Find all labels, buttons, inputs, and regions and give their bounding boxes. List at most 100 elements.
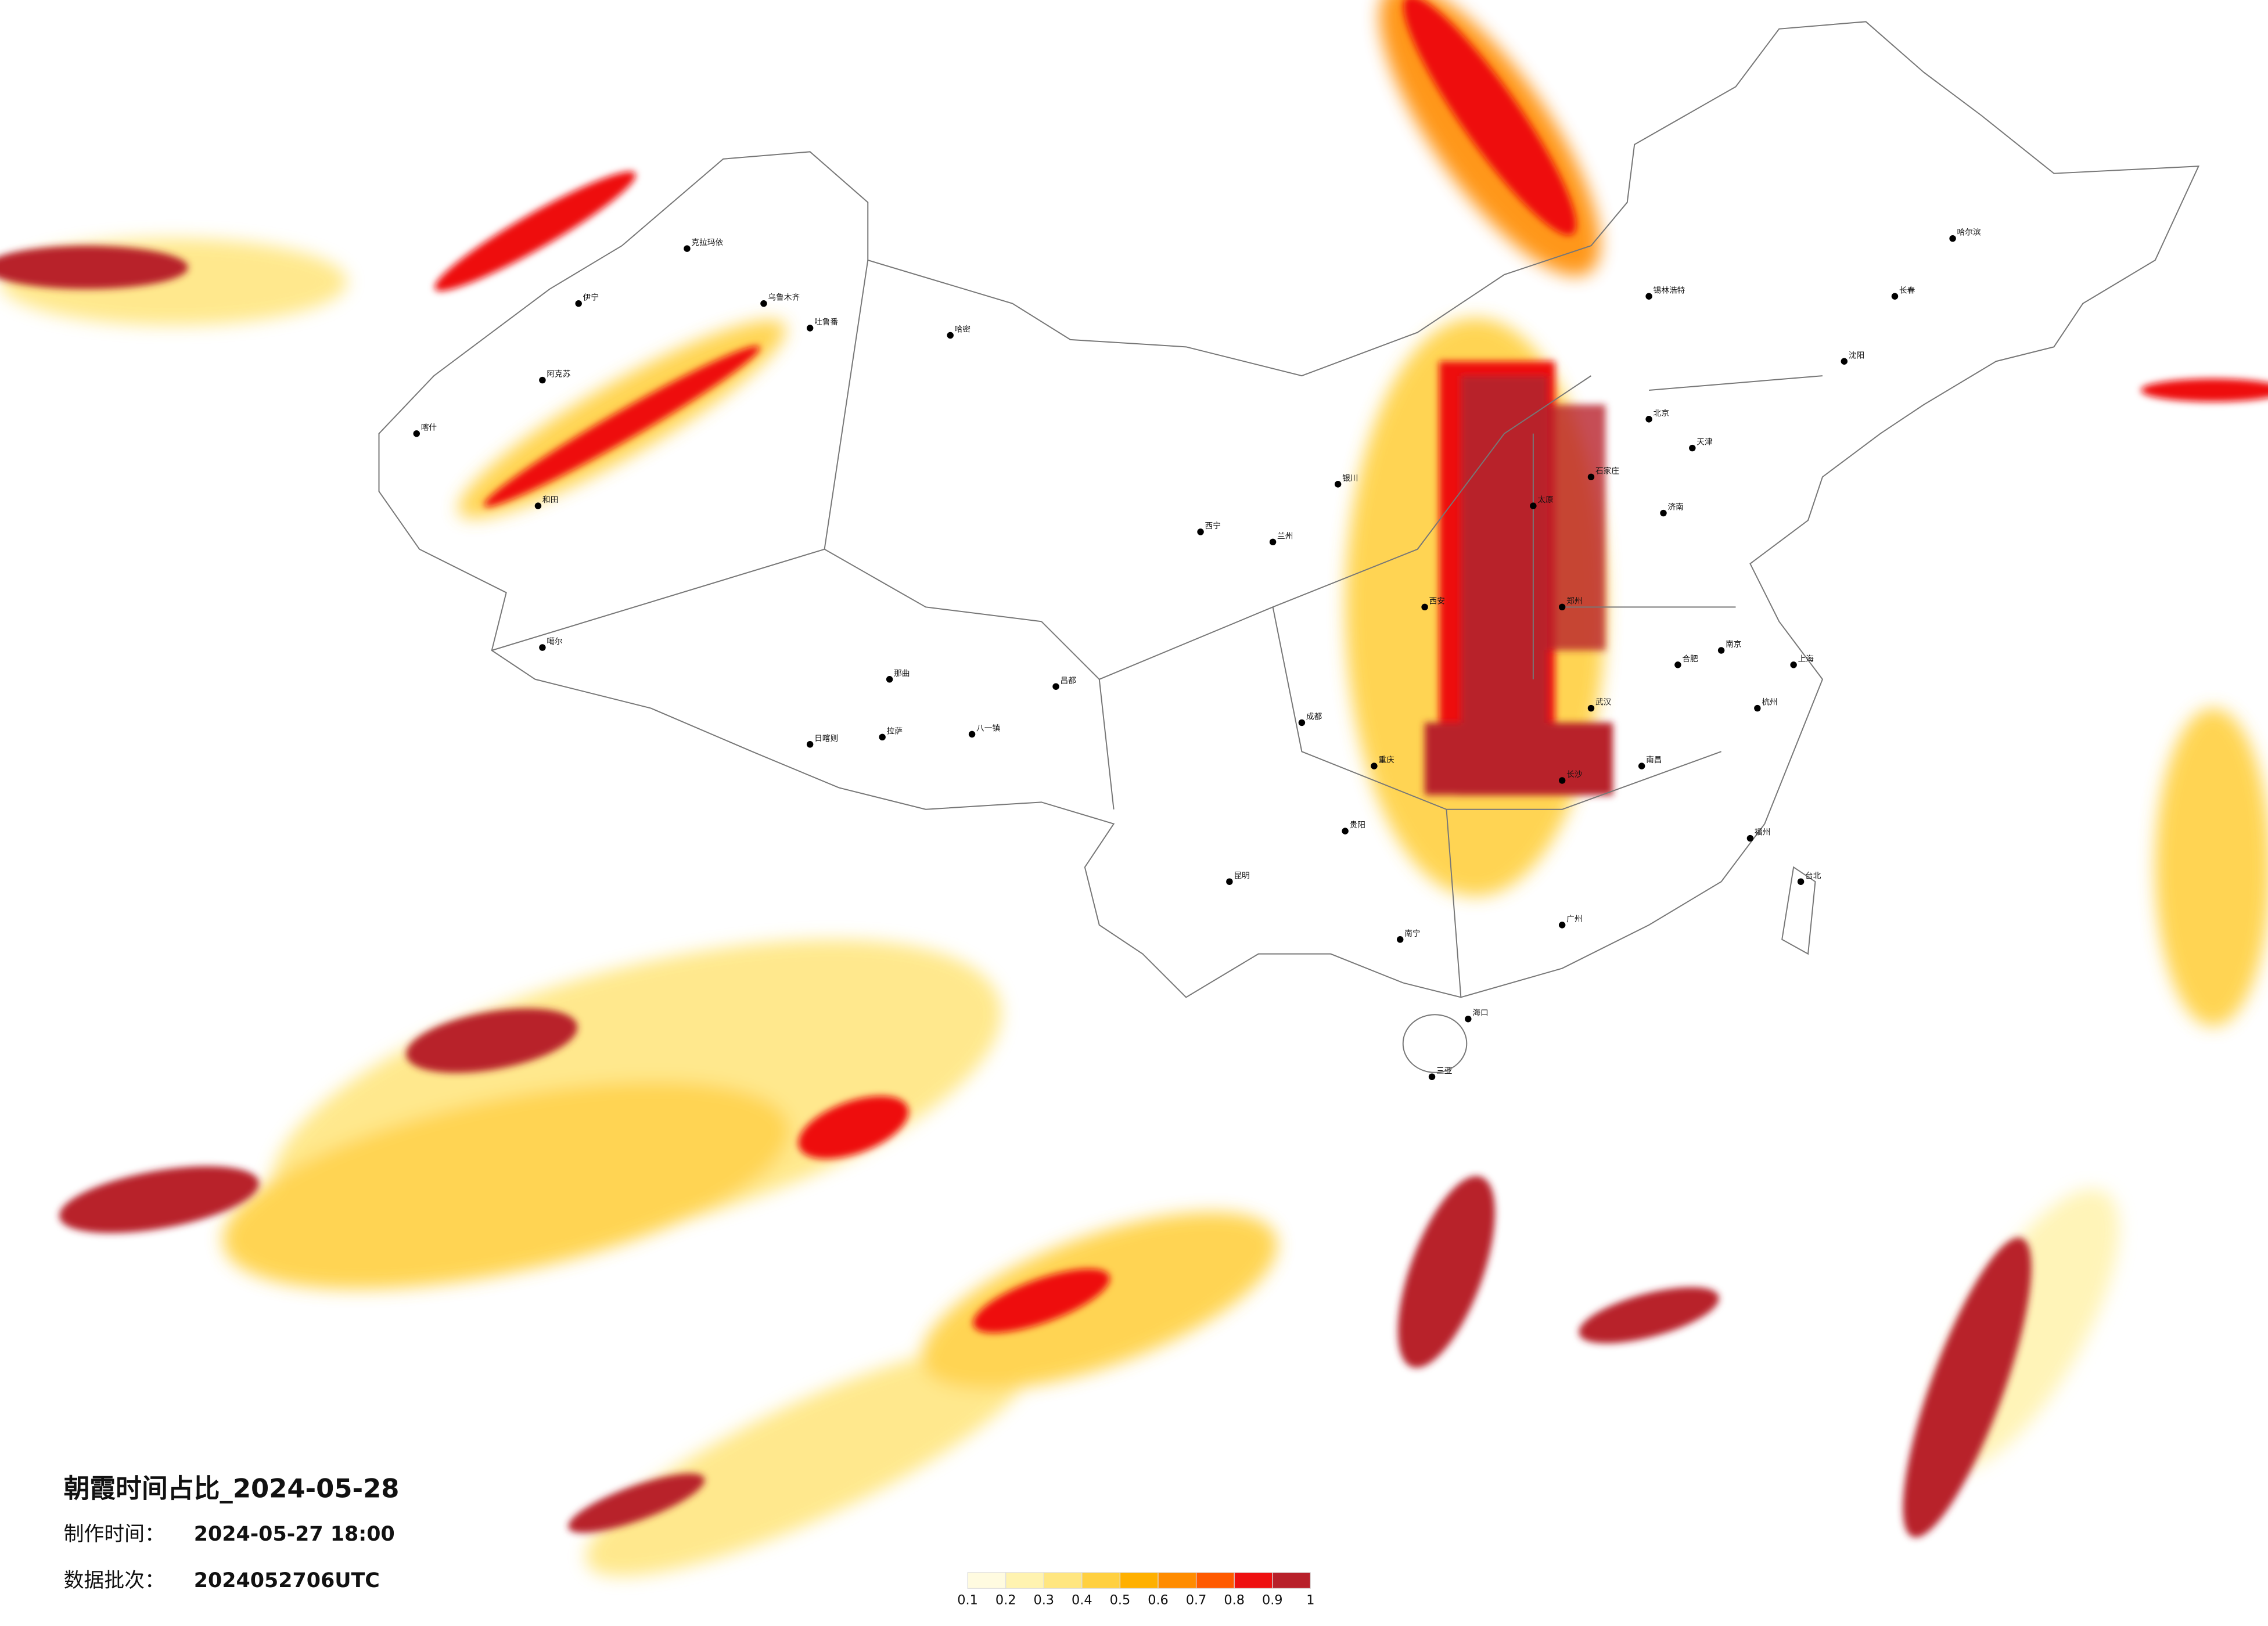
city-label: 重庆 — [1378, 756, 1394, 765]
city-dot — [1587, 473, 1595, 481]
legend-swatch — [1234, 1572, 1273, 1589]
city-label: 福州 — [1755, 828, 1770, 837]
city-dot — [684, 245, 691, 252]
legend-tick-label: 0.4 — [1072, 1593, 1092, 1608]
city-label: 武汉 — [1595, 698, 1612, 707]
legend: 0.1 0.2 0.3 0.4 0.5 0.6 0.7 0.8 0.9 1 — [957, 1572, 1314, 1608]
city-label: 合肥 — [1682, 654, 1698, 664]
city-dot — [947, 332, 954, 339]
city-label: 伊宁 — [583, 293, 599, 303]
city-label: 三亚 — [1436, 1066, 1453, 1075]
legend-tick-label: 0.6 — [1148, 1593, 1169, 1608]
city-dot — [1645, 293, 1652, 300]
city-label: 喀什 — [421, 423, 437, 433]
country-outline — [378, 21, 2200, 998]
city-dot — [1841, 358, 1848, 365]
island-outline — [1781, 866, 1816, 955]
city-dot — [968, 731, 976, 738]
legend-swatch — [1043, 1572, 1083, 1589]
city-dot — [806, 741, 814, 748]
legend-tick-label: 0.1 — [957, 1593, 978, 1608]
city-label: 太原 — [1537, 495, 1553, 505]
city-dot — [760, 300, 767, 307]
city-dot — [886, 676, 893, 683]
city-dot — [1298, 719, 1306, 726]
city-label: 沈阳 — [1849, 351, 1864, 360]
city-dot — [575, 300, 582, 307]
header: 朝霞时间占比_2024-05-28 制作时间： 2024-05-27 18:00… — [64, 1473, 400, 1592]
island-outline — [1402, 1014, 1468, 1073]
city-dot — [539, 376, 546, 384]
city-dot — [1465, 1015, 1472, 1023]
province-lines — [491, 260, 1823, 998]
city-label: 哈密 — [955, 324, 971, 334]
city-dot — [1558, 922, 1566, 929]
city-dot — [1746, 834, 1754, 842]
city-label: 和田 — [542, 495, 558, 505]
legend-tick-label: 0.5 — [1110, 1593, 1131, 1608]
city-dot — [1790, 661, 1797, 668]
city-label: 台北 — [1805, 871, 1821, 880]
legend-tick-label: 0.3 — [1033, 1593, 1054, 1608]
city-label: 天津 — [1696, 438, 1713, 447]
city-dot — [1428, 1073, 1436, 1080]
city-label: 噶尔 — [547, 637, 563, 646]
city-label: 西宁 — [1205, 521, 1221, 531]
legend-swatch — [1119, 1572, 1159, 1589]
batch-value: 2024052706UTC — [194, 1569, 380, 1592]
city-label: 贵阳 — [1350, 821, 1365, 830]
city-label: 西安 — [1429, 596, 1445, 606]
city-dot — [1891, 293, 1899, 300]
legend-tick-label: 0.9 — [1262, 1593, 1283, 1608]
city-dot — [1052, 683, 1059, 690]
map-title: 朝霞时间占比_2024-05-28 — [64, 1473, 400, 1504]
city-label: 济南 — [1667, 503, 1683, 512]
city-dot — [1530, 502, 1537, 509]
city-label: 昌都 — [1060, 676, 1076, 685]
batch-label: 数据批次： — [64, 1569, 165, 1592]
city-dot — [1558, 603, 1566, 611]
city-dot — [806, 325, 814, 332]
city-label: 银川 — [1342, 474, 1358, 483]
legend-swatch — [1195, 1572, 1235, 1589]
legend-swatch — [1005, 1572, 1044, 1589]
city-label: 长沙 — [1566, 770, 1583, 779]
city-label: 上海 — [1798, 654, 1814, 664]
city-label: 八一镇 — [976, 724, 1000, 733]
city-dot — [1797, 878, 1805, 885]
legend-tick-label: 0.7 — [1186, 1593, 1207, 1608]
city-label: 南京 — [1726, 640, 1741, 649]
city-label: 石家庄 — [1595, 466, 1619, 476]
city-dot — [1421, 603, 1428, 611]
city-dot — [1645, 416, 1652, 423]
city-dot — [1674, 661, 1681, 668]
borders — [378, 21, 2200, 1073]
city-dot — [1587, 704, 1595, 712]
city-label: 克拉玛依 — [691, 238, 723, 247]
city-label: 昆明 — [1234, 871, 1249, 880]
city-label: 南昌 — [1646, 756, 1662, 765]
city-label: 杭州 — [1762, 698, 1777, 707]
city-dot — [1397, 936, 1404, 943]
city-dot — [1342, 828, 1349, 834]
city-label: 拉萨 — [887, 726, 903, 736]
city-label: 兰州 — [1277, 531, 1293, 541]
city-dot — [1660, 509, 1667, 517]
city-dot — [1717, 647, 1725, 654]
city-dot — [1334, 481, 1342, 488]
city-label: 北京 — [1654, 409, 1669, 418]
legend-swatch — [1158, 1572, 1197, 1589]
city-label: 海口 — [1472, 1009, 1488, 1018]
city-label: 广州 — [1566, 915, 1582, 924]
legend-swatch — [1272, 1572, 1311, 1589]
city-dot — [534, 502, 542, 509]
city-label: 日喀则 — [814, 734, 838, 743]
city-dot — [1689, 444, 1696, 452]
made-value: 2024-05-27 18:00 — [194, 1523, 395, 1546]
legend-tick-label: 1 — [1306, 1593, 1314, 1608]
city-dot — [1638, 762, 1645, 769]
